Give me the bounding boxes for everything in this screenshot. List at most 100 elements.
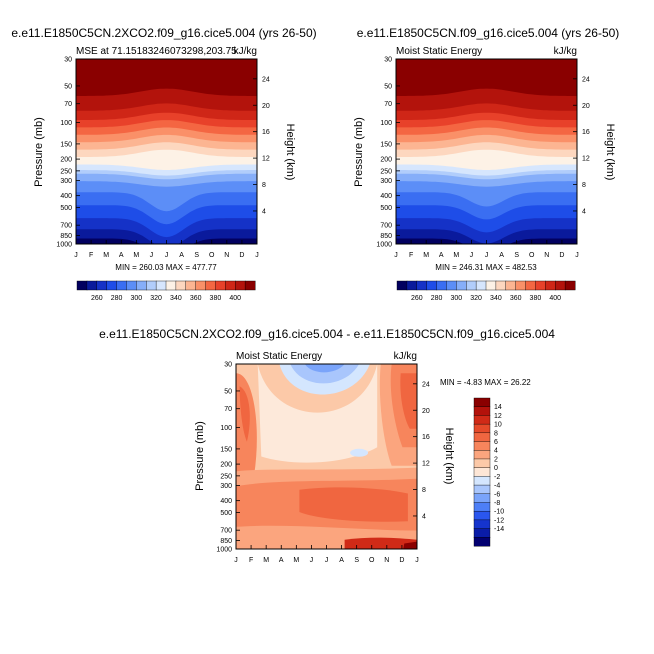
y-tick-label-right: 24 (582, 76, 590, 83)
subtitle-variable: Moist Static Energy (236, 351, 322, 362)
y-tick-label-right: 4 (422, 513, 426, 520)
colorbar-swatch (473, 458, 491, 469)
y-tick-label-right: 20 (422, 408, 430, 415)
colorbar-label: -12 (494, 517, 504, 524)
x-tick-label: O (529, 252, 535, 259)
colorbar-swatch (396, 280, 408, 291)
x-tick-label: M (133, 252, 139, 259)
x-tick-label: S (354, 557, 359, 564)
x-tick-label: J (415, 557, 419, 564)
y-tick-label: 200 (60, 157, 72, 164)
x-tick-label: J (165, 252, 169, 259)
colorbar-swatch (185, 280, 197, 291)
contour-band (400, 373, 417, 429)
x-tick-label: O (369, 557, 375, 564)
subtitle-variable: MSE at 71.15183246073298,203.75 (76, 46, 237, 57)
y-tick-label: 400 (60, 193, 72, 200)
y-tick-label: 50 (384, 83, 392, 90)
y-tick-label: 400 (220, 498, 232, 505)
colorbar-label: 260 (411, 295, 423, 302)
x-tick-label: A (439, 252, 444, 259)
colorbar-swatch (406, 280, 418, 291)
y-tick-label: 700 (60, 223, 72, 230)
y-tick-label-right: 20 (582, 103, 590, 110)
colorbar-swatch (525, 280, 536, 291)
contour-band (239, 386, 250, 442)
colorbar-swatch (86, 280, 98, 291)
colorbar-label: 14 (494, 404, 502, 411)
y-tick-label: 300 (380, 178, 392, 185)
colorbar-label: -2 (494, 474, 500, 481)
y-tick-label-right: 12 (582, 156, 590, 163)
y-tick-label: 500 (60, 205, 72, 212)
colorbar: 260 280 300 320 340 360 380 400 (76, 280, 256, 302)
colorbar-swatch (225, 280, 236, 291)
colorbar-swatch (235, 280, 246, 291)
y-axis-left: 30 50 70 100 150 200 250 300 400 500 700 850 1000 (376, 57, 400, 249)
y-tick-label: 500 (380, 205, 392, 212)
x-tick-label: D (559, 252, 564, 259)
colorbar: 14 12 108 6 42 0 -2 -4-6 -8 -10-12 -14 (473, 397, 504, 547)
y-tick-label: 300 (220, 483, 232, 490)
y-tick-label-right: 24 (262, 76, 270, 83)
colorbar-swatch (473, 519, 491, 530)
colorbar-swatch (456, 280, 467, 291)
contour-band (304, 364, 345, 373)
y-tick-label: 250 (380, 168, 392, 175)
y-tick-label: 100 (220, 425, 232, 432)
y-tick-label: 850 (220, 538, 232, 545)
colorbar-swatch (473, 484, 491, 495)
colorbar-swatch (535, 280, 546, 291)
x-tick-label: F (89, 252, 93, 259)
x-tick-label: F (409, 252, 413, 259)
colorbar-swatch (473, 432, 491, 443)
colorbar-swatch (473, 467, 491, 477)
x-tick-label: A (119, 252, 124, 259)
colorbar-label: 340 (490, 295, 502, 302)
contour-band (299, 487, 408, 522)
y-tick-label: 200 (220, 462, 232, 469)
y-tick-label: 150 (60, 141, 72, 148)
colorbar-swatch (466, 280, 477, 291)
x-tick-label: J (150, 252, 154, 259)
colorbar-swatch (473, 476, 491, 486)
y-tick-label: 100 (60, 120, 72, 127)
panel-top-left: e.e11.E1850C5CN.2XCO2.f09_g16.cice5.004 … (11, 26, 316, 302)
y-tick-label-right: 20 (262, 103, 270, 110)
y-tick-label: 150 (380, 141, 392, 148)
contour-band (290, 364, 360, 384)
colorbar-swatch (76, 280, 88, 291)
colorbar-swatch (436, 280, 447, 291)
x-tick-label: J (485, 252, 489, 259)
y-axis-label-right: Height (km) (604, 124, 616, 181)
colorbar-swatch (446, 280, 457, 291)
colorbar-swatch (475, 280, 487, 291)
y-axis-label-right: Height (km) (443, 428, 455, 485)
colorbar-swatch (564, 280, 576, 291)
colorbar-label: 380 (530, 295, 542, 302)
colorbar-label: -4 (494, 483, 500, 490)
y-tick-label: 70 (64, 101, 72, 108)
colorbar-swatch (126, 280, 137, 291)
colorbar-swatch (473, 502, 491, 512)
y-tick-label: 700 (220, 528, 232, 535)
colorbar-label: 260 (91, 295, 103, 302)
colorbar-swatch (515, 280, 527, 291)
y-tick-label-right: 8 (582, 182, 586, 189)
colorbar-swatch (473, 450, 491, 460)
y-tick-label-right: 8 (262, 182, 266, 189)
colorbar-label: -10 (494, 509, 504, 516)
y-tick-label: 1000 (56, 242, 72, 249)
colorbar-swatch (485, 280, 497, 291)
y-tick-label: 250 (60, 168, 72, 175)
y-tick-label: 250 (220, 473, 232, 480)
y-axis-label: Pressure (mb) (353, 117, 365, 187)
y-axis-right: 24 20 16 12 8 4 (573, 76, 590, 215)
colorbar-swatch (473, 406, 491, 416)
y-tick-label-right: 4 (262, 208, 266, 215)
y-tick-label: 70 (384, 101, 392, 108)
colorbar-label: 360 (510, 295, 522, 302)
colorbar-label: 280 (111, 295, 123, 302)
